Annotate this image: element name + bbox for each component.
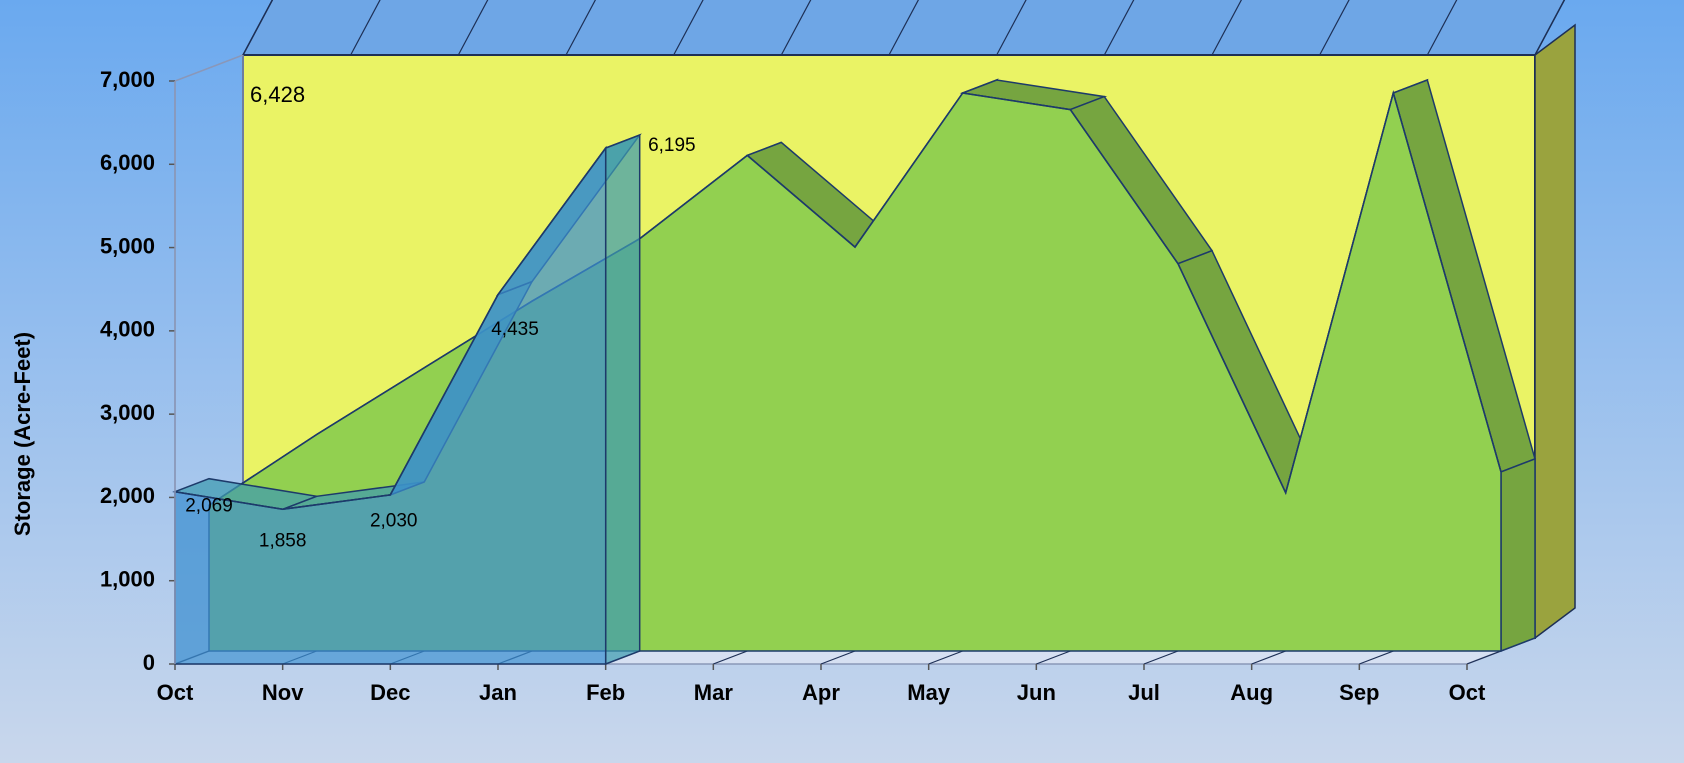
- x-tick-label: Sep: [1339, 680, 1379, 705]
- ceiling-divider: [1319, 0, 1350, 56]
- ceiling-divider: [350, 0, 381, 56]
- y-tick-label: 6,000: [100, 150, 155, 175]
- x-tick-label: Jun: [1017, 680, 1056, 705]
- y-tick-label: 1,000: [100, 567, 155, 592]
- x-tick-label: Mar: [694, 680, 734, 705]
- ceiling: [241, 0, 1566, 56]
- area-side: [1500, 457, 1536, 653]
- ceiling-divider: [565, 0, 597, 56]
- y-tick-label: 0: [143, 650, 155, 675]
- x-tick-label: Aug: [1230, 680, 1273, 705]
- ceiling-divider: [888, 0, 920, 56]
- ceiling-divider: [242, 0, 274, 56]
- y-tick-label: 4,000: [100, 317, 155, 342]
- y-axis-label: Storage (Acre-Feet): [10, 332, 35, 536]
- data-label: 1,858: [259, 530, 307, 551]
- ceiling-divider: [780, 0, 812, 56]
- y-tick-label: 3,000: [100, 400, 155, 425]
- x-tick-label: Jan: [479, 680, 517, 705]
- x-tick-label: Apr: [802, 680, 840, 705]
- data-label: 4,435: [491, 319, 539, 340]
- x-tick-label: May: [907, 680, 951, 705]
- ceiling-divider: [673, 0, 704, 56]
- ceiling-divider: [1103, 0, 1135, 56]
- ceiling-divider: [1211, 0, 1243, 56]
- data-label: 2,030: [370, 511, 418, 532]
- y-tick-label: 7,000: [100, 67, 155, 92]
- x-tick-label: Oct: [157, 680, 194, 705]
- ceiling-divider: [1426, 0, 1458, 56]
- y-tick-label: 5,000: [100, 233, 155, 258]
- data-label: 6,195: [648, 135, 696, 156]
- area-side: [604, 133, 641, 666]
- area-line: [208, 90, 1502, 506]
- annotation: 6,428: [250, 82, 305, 107]
- x-tick-label: Oct: [1449, 680, 1486, 705]
- x-tick-label: Feb: [586, 680, 625, 705]
- area-line: [174, 147, 607, 511]
- ceiling-divider: [996, 0, 1027, 56]
- data-label: 2,069: [185, 496, 233, 517]
- x-tick-label: Nov: [262, 680, 304, 705]
- ceiling-divider: [1534, 0, 1566, 56]
- x-tick-label: Dec: [370, 680, 410, 705]
- y-tick-label: 2,000: [100, 483, 155, 508]
- ceiling-divider: [457, 0, 489, 56]
- x-tick-label: Jul: [1128, 680, 1160, 705]
- plot: Oct Nov Dec Jan Feb Mar Apr May Jun Jul Aug Sep Oct 2…: [100, 0, 1576, 705]
- right-wall: [1534, 23, 1576, 640]
